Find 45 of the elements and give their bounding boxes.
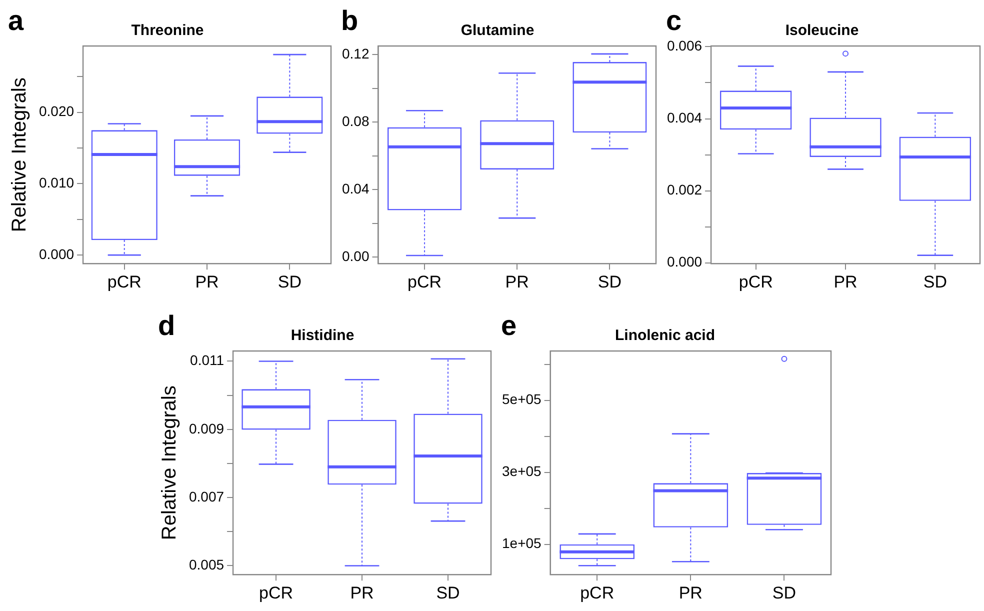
y-tick-label: 1e+05	[502, 535, 542, 552]
y-tick-label: 0.009	[188, 420, 224, 436]
y-tick-label: 0.005	[188, 556, 224, 573]
x-tick-label: SD	[772, 583, 796, 602]
chart-title: Isoleucine	[785, 22, 859, 40]
text: e	[501, 310, 517, 341]
x-tick-label: pCR	[408, 272, 442, 292]
y-tick-label: 3e+05	[502, 463, 542, 480]
text: b	[341, 5, 358, 36]
y-tick-label: 0.12	[342, 45, 370, 62]
y-tick-label: 0.000	[38, 246, 74, 262]
y-tick-label: 5e+05	[502, 391, 542, 408]
x-tick-label: pCR	[738, 272, 773, 292]
y-tick-label: 0.00	[342, 248, 370, 264]
text: d	[158, 310, 176, 341]
y-tick-label: 0.004	[666, 110, 702, 126]
x-tick-label: pCR	[580, 583, 614, 602]
y-tick-label: 0.020	[38, 103, 74, 120]
y-tick-label: 0.000	[666, 254, 702, 270]
x-tick-label: PR	[195, 272, 219, 292]
y-tick-label: 0.006	[666, 38, 702, 54]
chart-title: Threonine	[131, 22, 204, 40]
y-axis-title: Relative Integrals	[158, 386, 181, 540]
x-tick-label: SD	[923, 272, 947, 292]
x-tick-label: PR	[834, 272, 858, 292]
text: c	[666, 5, 682, 36]
y-tick-label: 0.011	[190, 352, 224, 368]
x-tick-label: SD	[436, 583, 460, 602]
x-tick-label: PR	[505, 272, 529, 292]
x-tick-label: PR	[678, 583, 702, 602]
y-tick-label: 0.007	[188, 488, 224, 504]
chart-title: Glutamine	[460, 22, 534, 40]
y-tick-label: 0.002	[666, 182, 702, 198]
y-tick-label: 0.08	[342, 112, 370, 129]
x-tick-label: pCR	[107, 272, 142, 292]
y-tick-label: 0.010	[38, 174, 74, 191]
y-tick-label: 0.04	[342, 180, 370, 196]
x-tick-label: SD	[598, 272, 622, 292]
y-axis-title: Relative Integrals	[8, 78, 31, 232]
x-tick-label: pCR	[259, 583, 294, 602]
chart-title: Histidine	[290, 327, 354, 344]
x-tick-label: SD	[278, 272, 302, 292]
chart-title: Linolenic acid	[614, 327, 716, 344]
text: a	[8, 5, 24, 36]
x-tick-label: PR	[350, 583, 374, 602]
